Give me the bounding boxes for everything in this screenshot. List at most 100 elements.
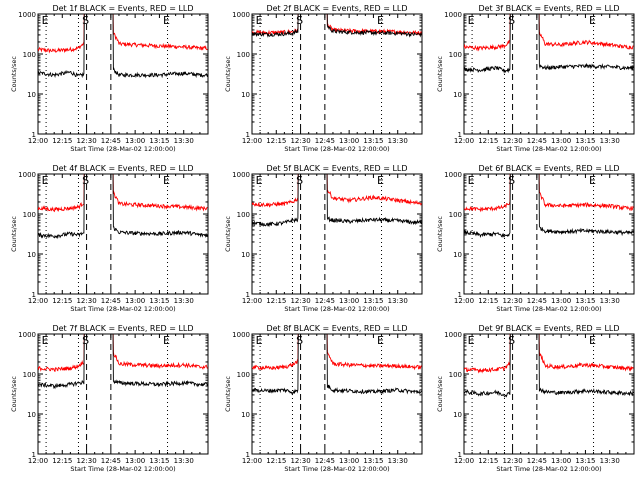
x-tick-label: 12:15	[266, 457, 286, 465]
x-tick-label: 12:00	[454, 297, 474, 305]
x-tick-label: 13:00	[551, 137, 571, 145]
x-tick-label: 13:15	[149, 137, 169, 145]
plot-frame	[251, 173, 423, 295]
series-line-black	[464, 174, 634, 239]
x-tick-label: 13:15	[363, 457, 383, 465]
x-tick-label: 13:30	[388, 137, 408, 145]
x-tick-label: 13:30	[388, 457, 408, 465]
series-line-red	[464, 334, 634, 374]
marker-label: S	[508, 334, 515, 347]
marker-label: E	[163, 334, 170, 347]
panel-3: Det 3f BLACK = Events, RED = LLD 12:00 12:…	[436, 4, 635, 153]
marker-label: E	[377, 334, 384, 347]
series-line-red	[38, 334, 208, 372]
y-tick-label: 100	[449, 51, 462, 59]
x-tick-label: 12:00	[28, 137, 48, 145]
marker-label: E	[589, 14, 596, 27]
y-tick-label: 10	[27, 411, 36, 419]
x-tick-label: 12:30	[290, 137, 310, 145]
panel-1: Det 1f BLACK = Events, RED = LLD 12:00 12:…	[10, 4, 209, 153]
x-tick-label: 12:00	[454, 137, 474, 145]
x-tick-label: 12:30	[502, 137, 522, 145]
y-tick-label: 100	[23, 211, 36, 219]
panel-title: Det 2f BLACK = Events, RED = LLD	[266, 4, 407, 13]
series-line-red	[252, 334, 422, 371]
x-tick-label: 12:45	[527, 297, 547, 305]
x-tick-label: 12:15	[478, 137, 498, 145]
x-tick-label: 13:15	[575, 457, 595, 465]
y-tick-label: 1	[32, 291, 36, 299]
x-tick-label: 13:30	[388, 297, 408, 305]
marker-label: S	[508, 14, 515, 27]
plot-frame	[463, 13, 635, 135]
y-tick-label: 1	[246, 131, 250, 139]
y-tick-label: 10	[241, 251, 250, 259]
marker-label: E	[163, 14, 170, 27]
x-tick-label: 13:30	[600, 297, 620, 305]
x-tick-label: 13:15	[363, 137, 383, 145]
x-tick-label: 12:15	[266, 297, 286, 305]
x-tick-label: 13:00	[339, 297, 359, 305]
marker-label: E	[256, 14, 263, 27]
series-line-red	[464, 174, 634, 213]
y-tick-label: 1	[32, 451, 36, 459]
panel-title: Det 7f BLACK = Events, RED = LLD	[52, 324, 193, 333]
y-axis-label: Counts/sec	[224, 376, 232, 412]
marker-label: S	[508, 174, 515, 187]
x-tick-label: 13:15	[575, 137, 595, 145]
plot-area	[252, 174, 422, 294]
y-tick-label: 100	[23, 371, 36, 379]
plot-area	[464, 334, 634, 454]
marker-label: E	[163, 174, 170, 187]
plot-area	[252, 334, 422, 454]
panel-title: Det 6f BLACK = Events, RED = LLD	[478, 164, 619, 173]
series-line-black	[464, 334, 634, 398]
x-tick-label: 13:30	[174, 457, 194, 465]
series-line-red	[464, 14, 634, 52]
x-tick-label: 13:30	[174, 137, 194, 145]
plot-frame	[463, 173, 635, 295]
marker-label: E	[589, 334, 596, 347]
x-tick-label: 12:30	[76, 297, 96, 305]
x-tick-label: 12:45	[101, 137, 121, 145]
x-tick-label: 12:15	[52, 137, 72, 145]
panel-5: Det 5f BLACK = Events, RED = LLD 12:00 12:…	[224, 164, 423, 313]
y-axis-label: Counts/sec	[436, 56, 444, 92]
x-tick-label: 12:15	[478, 457, 498, 465]
marker-label: E	[589, 174, 596, 187]
x-tick-label: 13:15	[575, 297, 595, 305]
y-axis-label: Counts/sec	[10, 56, 18, 92]
x-tick-label: 12:15	[478, 297, 498, 305]
marker-label: E	[468, 174, 475, 187]
x-tick-label: 12:45	[315, 137, 335, 145]
plot-area	[252, 14, 422, 134]
x-axis-label: Start Time (28-Mar-02 12:00:00)	[284, 465, 389, 473]
x-tick-label: 12:30	[290, 297, 310, 305]
x-tick-label: 13:30	[600, 137, 620, 145]
x-tick-label: 12:00	[28, 297, 48, 305]
x-tick-label: 13:15	[149, 297, 169, 305]
x-tick-label: 13:15	[149, 457, 169, 465]
x-tick-label: 12:00	[454, 457, 474, 465]
plot-frame	[37, 333, 209, 455]
x-axis-label: Start Time (28-Mar-02 12:00:00)	[496, 465, 601, 473]
marker-label: E	[256, 334, 263, 347]
marker-label: S	[82, 334, 89, 347]
x-axis-label: Start Time (28-Mar-02 12:00:00)	[496, 305, 601, 313]
panel-title: Det 8f BLACK = Events, RED = LLD	[266, 324, 407, 333]
x-axis-label: Start Time (28-Mar-02 12:00:00)	[284, 145, 389, 153]
y-tick-label: 1	[246, 451, 250, 459]
y-tick-label: 1	[458, 131, 462, 139]
x-axis-label: Start Time (28-Mar-02 12:00:00)	[70, 305, 175, 313]
y-tick-label: 1	[458, 451, 462, 459]
panel-8: Det 8f BLACK = Events, RED = LLD 12:00 12:…	[224, 324, 423, 473]
y-axis-label: Counts/sec	[10, 376, 18, 412]
plot-area	[464, 174, 634, 294]
y-tick-label: 10	[27, 251, 36, 259]
y-tick-label: 1	[32, 131, 36, 139]
y-tick-label: 10	[27, 91, 36, 99]
y-axis-label: Counts/sec	[436, 216, 444, 252]
y-tick-label: 100	[23, 51, 36, 59]
panel-9: Det 9f BLACK = Events, RED = LLD 12:00 12:…	[436, 324, 635, 473]
